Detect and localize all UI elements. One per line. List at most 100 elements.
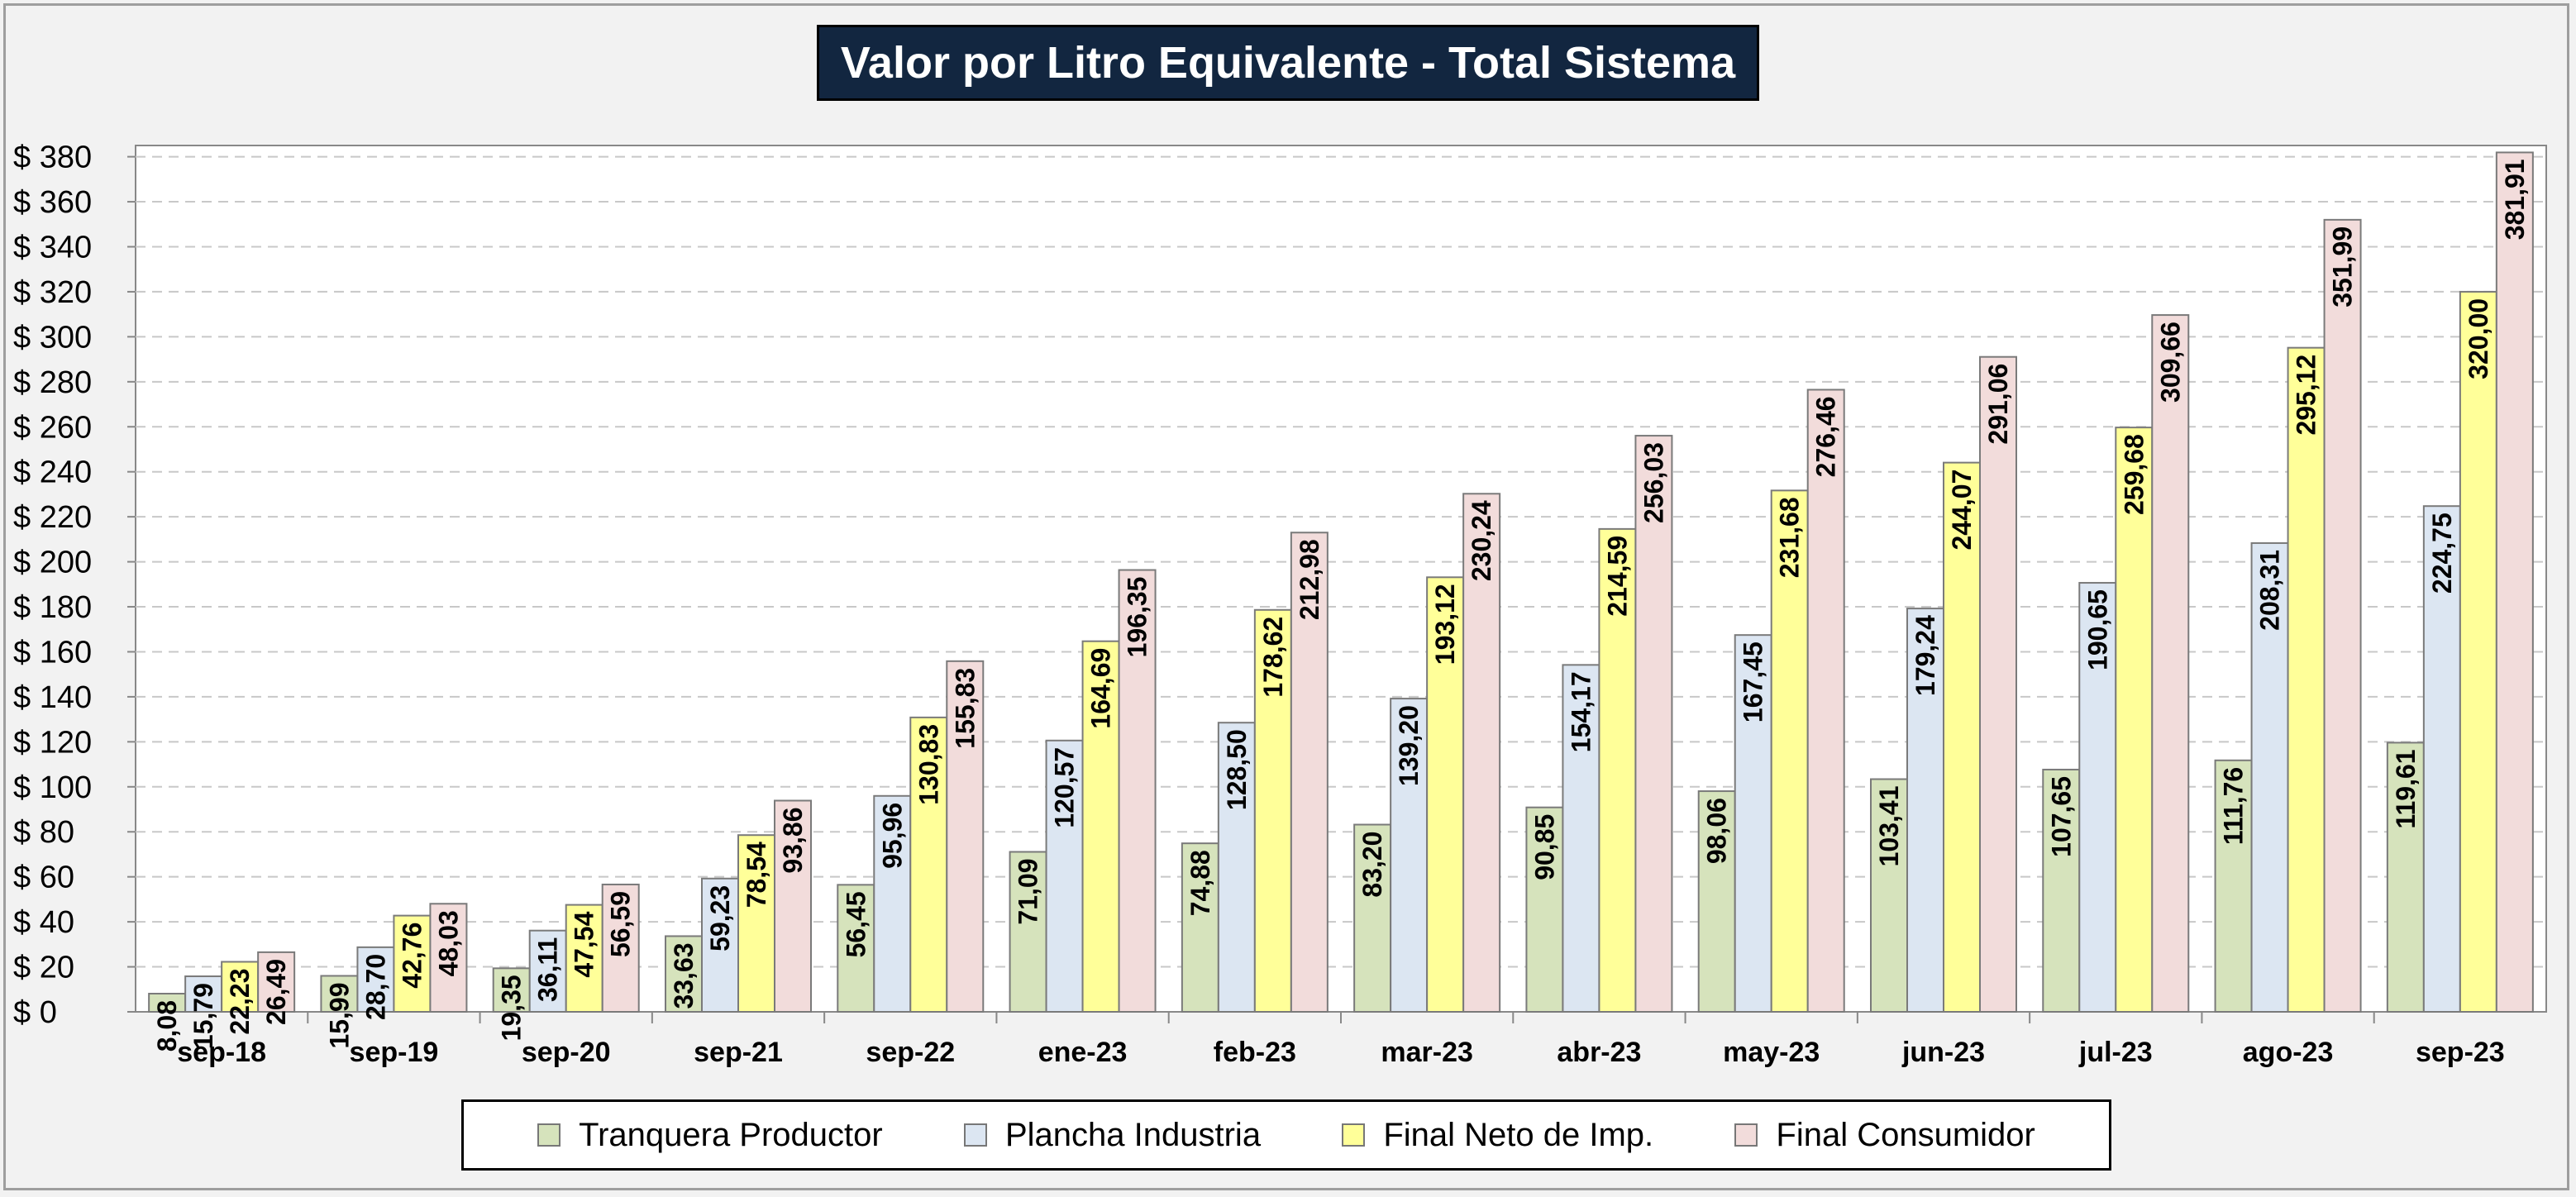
y-tick-label: $ 200	[13, 546, 92, 580]
data-label: 119,61	[2391, 749, 2421, 828]
y-tick-label: $ 240	[13, 455, 92, 490]
y-tick-label: $ 340	[13, 230, 92, 265]
data-label: 28,70	[360, 954, 390, 1020]
data-label: 93,86	[778, 808, 808, 874]
data-label: 78,54	[742, 842, 771, 908]
x-tick-label: abr-23	[1557, 1037, 1641, 1068]
data-label: 193,12	[1430, 584, 1460, 665]
legend-label: Tranquera Productor	[579, 1116, 883, 1153]
bar	[1943, 461, 1981, 1013]
x-tick-label: sep-22	[866, 1037, 955, 1068]
data-label: 103,41	[1874, 786, 1904, 867]
bar	[1562, 664, 1600, 1013]
data-label: 291,06	[1983, 364, 2013, 445]
data-label: 15,79	[188, 983, 218, 1049]
data-label: 19,35	[497, 975, 527, 1041]
legend-swatch	[1734, 1123, 1758, 1147]
data-label: 56,45	[841, 891, 871, 957]
bar	[320, 975, 359, 1013]
legend-swatch	[537, 1123, 561, 1147]
data-label: 26,49	[261, 959, 291, 1025]
data-label: 8,08	[152, 1000, 182, 1052]
bar	[2459, 290, 2497, 1013]
bar	[2323, 218, 2362, 1013]
data-label: 83,20	[1357, 832, 1387, 898]
data-label: 56,59	[606, 891, 636, 957]
bar	[1770, 489, 1809, 1013]
data-label: 120,57	[1050, 747, 1080, 828]
legend-swatch	[1342, 1123, 1366, 1147]
bar	[665, 935, 703, 1013]
data-label: 33,63	[669, 942, 699, 1009]
bar	[257, 951, 296, 1013]
x-tick-label: mar-23	[1381, 1037, 1473, 1068]
y-tick-label: $ 100	[13, 770, 92, 805]
bar	[1390, 698, 1429, 1013]
data-label: 59,23	[705, 885, 735, 951]
bar	[1697, 790, 1736, 1013]
y-tick-label: $ 140	[13, 680, 92, 715]
bar	[2422, 505, 2461, 1013]
legend-item: Tranquera Productor	[537, 1117, 883, 1154]
data-label: 95,96	[877, 803, 907, 869]
x-tick-label: feb-23	[1214, 1037, 1296, 1068]
y-tick-label: $ 20	[13, 951, 74, 985]
data-label: 196,35	[1123, 577, 1152, 658]
data-label: 351,99	[2328, 227, 2358, 308]
bar	[1979, 355, 2017, 1013]
data-label: 22,23	[225, 968, 255, 1034]
y-tick-label: $ 80	[13, 815, 74, 850]
bar	[1253, 608, 1292, 1013]
bar	[2115, 427, 2154, 1013]
x-tick-label: jun-23	[1901, 1037, 1985, 1068]
legend-item: Final Consumidor	[1734, 1117, 2035, 1154]
legend-item: Final Neto de Imp.	[1342, 1117, 1653, 1154]
bar	[1806, 389, 1845, 1013]
x-tick-label: sep-20	[522, 1037, 611, 1068]
data-label: 214,59	[1602, 536, 1632, 617]
chart-title-text: Valor por Litro Equivalente - Total Sist…	[840, 38, 1736, 88]
data-label: 111,76	[2219, 767, 2249, 845]
data-label: 224,75	[2427, 513, 2457, 594]
data-label: 139,20	[1394, 705, 1424, 786]
y-tick-label: $ 60	[13, 861, 74, 895]
x-tick-label: sep-18	[177, 1037, 266, 1068]
bar	[2287, 346, 2326, 1013]
bar	[2495, 151, 2534, 1013]
bar	[1462, 493, 1501, 1013]
x-tick-label: sep-21	[694, 1037, 783, 1068]
bar	[1634, 435, 1673, 1013]
legend-label: Final Neto de Imp.	[1383, 1116, 1654, 1153]
bar	[774, 799, 812, 1013]
y-tick-label: $ 180	[13, 590, 92, 625]
bar	[1598, 527, 1637, 1013]
data-label: 178,62	[1258, 617, 1288, 698]
bar	[909, 716, 948, 1013]
y-tick-label: $ 300	[13, 320, 92, 355]
y-axis: $ 0 $ 20 $ 40 $ 60 $ 80 $ 100 $ 120 $ 140 $ 160 $…	[13, 141, 136, 1030]
legend: Tranquera Productor Plancha Industria Fina…	[461, 1099, 2111, 1171]
data-label: 47,54	[570, 911, 599, 977]
y-tick-label: $ 40	[13, 905, 74, 940]
data-label: 130,83	[914, 724, 943, 805]
x-tick-label: sep-19	[350, 1037, 439, 1068]
data-label: 98,06	[1702, 798, 1732, 864]
y-tick-label: $ 220	[13, 500, 92, 535]
data-label: 42,76	[397, 923, 427, 989]
bar	[565, 904, 603, 1013]
data-label: 164,69	[1086, 648, 1116, 729]
bar	[528, 929, 567, 1013]
data-label: 48,03	[433, 910, 463, 976]
y-tick-label: $ 360	[13, 185, 92, 220]
data-label: 167,45	[1739, 641, 1768, 722]
data-label: 128,50	[1222, 729, 1252, 810]
y-tick-label: $ 380	[13, 141, 92, 175]
data-label: 74,88	[1185, 850, 1215, 916]
data-label: 208,31	[2255, 550, 2285, 631]
bar	[429, 903, 468, 1013]
data-label: 320,00	[2464, 298, 2493, 379]
y-tick-label: $ 0	[13, 995, 57, 1030]
data-label: 212,98	[1295, 539, 1324, 620]
legend-swatch	[963, 1123, 987, 1147]
